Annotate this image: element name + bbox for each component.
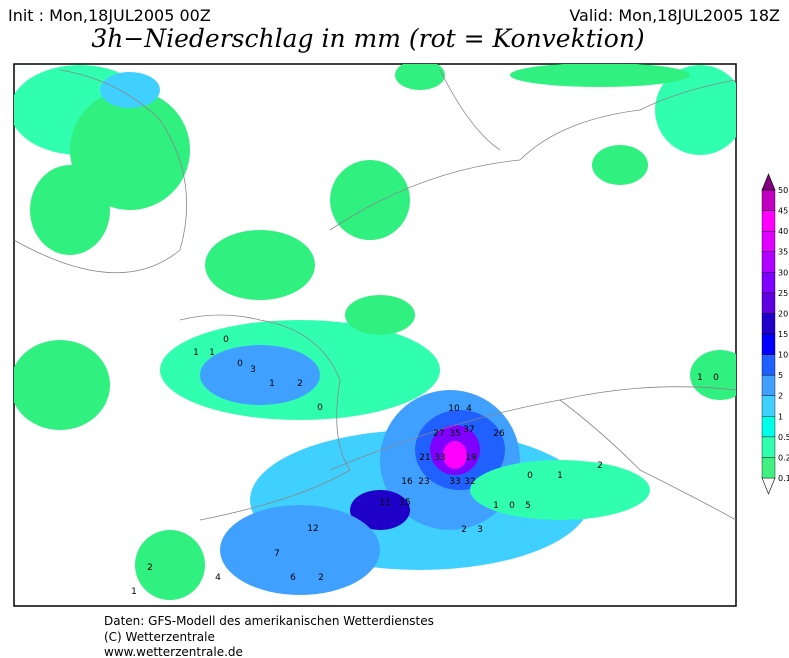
footer-url: www.wetterzentrale.de <box>104 645 243 658</box>
init-time: Init : Mon,18JUL2005 00Z <box>8 6 211 25</box>
colorbar-label: 0.1 <box>778 474 789 483</box>
colorbar-segment <box>761 272 776 294</box>
colorbar-label: 25 <box>778 289 788 298</box>
colorbar-segment <box>761 457 776 479</box>
colorbar-segment <box>761 210 776 232</box>
precip-label: 33 <box>449 477 460 487</box>
colorbar-label: 0.2 <box>778 453 789 462</box>
colorbar-segment <box>761 251 776 273</box>
colorbar-label: 2 <box>778 392 783 401</box>
precip-label: 16 <box>401 477 413 487</box>
precip-label: 27 <box>433 429 444 439</box>
colorbar-label: 40 <box>778 227 788 236</box>
colorbar-label: 1 <box>778 412 783 421</box>
colorbar-label: 45 <box>778 207 788 216</box>
title: 3h−Niederschlag in mm (rot = Konvektion) <box>91 24 645 53</box>
colorbar-segment <box>761 374 776 396</box>
precip-label: 1 <box>493 501 499 511</box>
colorbar-segment <box>761 292 776 314</box>
colorbar-label: 10 <box>778 351 788 360</box>
precip-label: 1 <box>193 348 199 358</box>
colorbar-label: 15 <box>778 330 788 339</box>
footer-source: Daten: GFS-Modell des amerikanischen Wet… <box>104 614 434 628</box>
precip-label: 10 <box>448 404 460 414</box>
colorbar-segment <box>761 416 776 438</box>
precip-label: 2 <box>297 379 303 389</box>
precip-label: 0 <box>237 359 243 369</box>
precip-label: 3 <box>477 525 483 535</box>
colorbar-label: 30 <box>778 268 788 277</box>
precip-label: 1 <box>131 587 137 597</box>
colorbar-label: 0.5 <box>778 433 789 442</box>
colorbar-segment <box>761 354 776 376</box>
precip-label: 1 <box>697 373 703 383</box>
precip-label: 23 <box>418 477 429 487</box>
colorbar-segment <box>761 313 776 335</box>
precip-label: 0 <box>223 335 229 345</box>
precip-label: 3 <box>250 365 256 375</box>
precip-label: 5 <box>525 501 531 511</box>
colorbar-top-arrow <box>761 173 776 191</box>
colorbar-label: 5 <box>778 371 783 380</box>
valid-time: Valid: Mon,18JUL2005 18Z <box>569 6 780 25</box>
precip-label: 1 <box>209 348 215 358</box>
colorbar-segment <box>761 189 776 211</box>
precip-label: 4 <box>215 573 221 583</box>
precip-label: 32 <box>464 477 475 487</box>
precip-label: 21 <box>419 453 430 463</box>
precip-label: 2 <box>147 563 153 573</box>
precip-label: 19 <box>465 453 477 463</box>
precip-label: 6 <box>290 573 296 583</box>
precip-areas <box>14 64 736 600</box>
colorbar-label: 50 <box>778 186 788 195</box>
colorbar-segment <box>761 395 776 417</box>
precip-label: 1 <box>269 379 275 389</box>
precip-label: 4 <box>466 404 472 414</box>
precip-label: 1 <box>557 471 563 481</box>
colorbar-segment <box>761 436 776 458</box>
colorbar-label: 20 <box>778 309 788 318</box>
colorbar-bottom-arrow <box>761 477 776 495</box>
coastlines <box>13 69 737 521</box>
precip-label: 0 <box>317 403 323 413</box>
precip-label: 2 <box>318 573 324 583</box>
precip-label: 0 <box>713 373 719 383</box>
precip-label: 11 <box>379 498 390 508</box>
colorbar-segment <box>761 230 776 252</box>
footer-copyright: (C) Wetterzentrale <box>104 630 215 644</box>
precip-label: 35 <box>449 429 460 439</box>
colorbar-label: 35 <box>778 248 788 257</box>
precip-label: 37 <box>463 425 474 435</box>
precip-label: 0 <box>527 471 533 481</box>
precip-label: 12 <box>307 524 318 534</box>
precip-label: 0 <box>509 501 515 511</box>
precip-label: 2 <box>461 525 467 535</box>
precip-label: 2 <box>597 461 603 471</box>
precip-label: 26 <box>493 429 505 439</box>
precip-label: 33 <box>434 453 445 463</box>
colorbar-segment <box>761 333 776 355</box>
precip-label: 7 <box>274 549 280 559</box>
precip-label: 15 <box>399 498 410 508</box>
